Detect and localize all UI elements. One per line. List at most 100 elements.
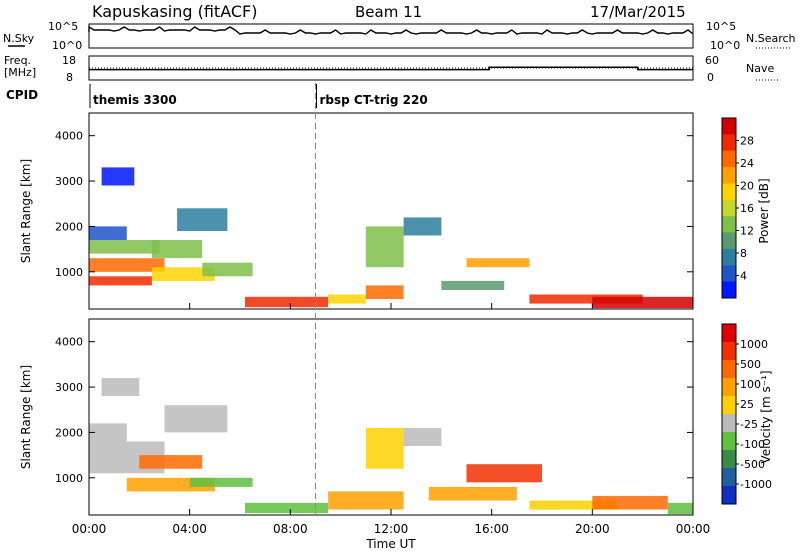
power-colorbar-label: Power [dB] <box>757 178 771 243</box>
nave-label: Nave <box>746 62 774 75</box>
colorbar-tick-label: 24 <box>740 157 754 170</box>
heatmap-cell <box>101 167 135 186</box>
heatmap-cell <box>466 464 542 483</box>
nsky-strip <box>88 23 694 49</box>
freq-unit: [MHz] <box>4 66 36 79</box>
x-tick-label: 00:00 <box>72 522 107 536</box>
heatmap-cell <box>189 477 253 487</box>
colorbar-swatch <box>722 414 736 433</box>
cpid-segment-label: rbsp CT-trig 220 <box>320 93 428 107</box>
colorbar-tick-label: 500 <box>740 358 761 371</box>
power-yaxis: 1000 2000 3000 4000 <box>55 130 693 279</box>
x-tick-label: 00:00 <box>676 522 711 536</box>
colorbar-swatch <box>722 342 736 361</box>
heatmap-cell <box>151 240 203 259</box>
velocity-yaxis: 1000 2000 3000 4000 <box>55 336 693 485</box>
cpid-label: CPID <box>6 88 38 102</box>
colorbar-tick-label: 20 <box>740 180 754 193</box>
heatmap-cell <box>466 258 530 268</box>
station-title: Kapuskasing (fitACF) <box>92 2 257 21</box>
colorbar-swatch <box>722 232 736 250</box>
heatmap-cell <box>328 294 366 304</box>
nave-trace <box>89 66 693 71</box>
colorbar-swatch <box>722 183 736 201</box>
nsky-tick-bottom: 10^0 <box>52 39 82 52</box>
colorbar-swatch <box>722 216 736 234</box>
colorbar-swatch <box>722 167 736 184</box>
power-ylabel: Slant Range [km] <box>19 159 33 263</box>
colorbar-tick-label: 16 <box>740 202 754 215</box>
time-xlabel: Time UT <box>365 537 416 551</box>
heatmap-cell <box>592 495 668 510</box>
colorbar-swatch <box>722 486 736 505</box>
colorbar-tick-label: -100 <box>740 438 765 451</box>
colorbar-swatch <box>722 378 736 397</box>
nsky-trace <box>88 25 694 35</box>
freq-label: Freq. <box>4 54 31 67</box>
power-colorbar: 4 8 12 16 20 24 28 <box>721 117 754 299</box>
heatmap-cell <box>328 491 404 510</box>
heatmap-cell <box>403 217 442 236</box>
y-tick-label: 4000 <box>55 336 83 349</box>
date-title: 17/Mar/2015 <box>590 3 686 21</box>
velocity-ylabel: Slant Range [km] <box>19 365 33 469</box>
heatmap-cell <box>177 208 228 231</box>
heatmap-cell <box>139 455 203 469</box>
heatmap-cell <box>365 285 404 299</box>
colorbar-tick-label: 4 <box>740 270 747 283</box>
colorbar-swatch <box>722 396 736 415</box>
heatmap-cell <box>89 240 160 254</box>
heatmap-cell <box>245 296 328 308</box>
heatmap-cell <box>101 378 140 397</box>
freq-tick-bottom: 8 <box>66 71 73 84</box>
colorbar-swatch <box>722 150 736 168</box>
y-tick-label: 1000 <box>55 472 83 485</box>
heatmap-cell <box>441 280 505 290</box>
x-tick-label: 16:00 <box>474 522 509 536</box>
nave-tick-top: 60 <box>705 54 719 67</box>
heatmap-cell <box>89 226 127 240</box>
cpid-segment-label: themis 3300 <box>93 93 177 107</box>
heatmap-cell <box>529 500 618 510</box>
x-tick-label: 08:00 <box>273 522 308 536</box>
velocity-colorbar: 1000 500 100 25 -25 -100 -500 -1000 <box>721 323 772 505</box>
heatmap-cell <box>151 267 215 281</box>
colorbar-swatch <box>722 281 736 299</box>
colorbar-swatch <box>722 450 736 469</box>
nsearch-label: N.Search <box>746 32 796 45</box>
nsearch-tick-bottom: 10^0 <box>710 39 740 52</box>
power-heatmap <box>89 167 693 309</box>
velocity-heatmap <box>89 378 693 515</box>
heatmap-cell <box>428 486 517 501</box>
colorbar-swatch <box>722 199 736 217</box>
heatmap-cell <box>89 276 152 286</box>
heatmap-cell <box>592 296 693 309</box>
heatmap-cell <box>89 423 127 442</box>
colorbar-tick-label: -1000 <box>740 478 772 491</box>
colorbar-swatch <box>722 134 736 152</box>
time-xaxis: 00:00 04:00 08:00 12:00 16:00 20:00 00:00 <box>72 303 711 536</box>
y-tick-label: 4000 <box>55 130 83 143</box>
colorbar-tick-label: 28 <box>740 135 754 148</box>
x-tick-label: 20:00 <box>575 522 610 536</box>
heatmap-cell <box>403 427 442 446</box>
colorbar-tick-label: 25 <box>740 398 754 411</box>
y-tick-label: 3000 <box>55 381 83 394</box>
colorbar-tick-label: 100 <box>740 378 761 391</box>
heatmap-cell <box>89 258 165 272</box>
beam-title: Beam 11 <box>355 3 422 21</box>
y-tick-label: 3000 <box>55 175 83 188</box>
y-tick-label: 2000 <box>55 426 83 439</box>
nsearch-tick-top: 10^5 <box>706 20 736 33</box>
colorbar-swatch <box>722 432 736 451</box>
heatmap-cell <box>365 226 404 268</box>
colorbar-tick-label: 1000 <box>740 338 768 351</box>
colorbar-tick-label: -500 <box>740 458 765 471</box>
x-tick-label: 12:00 <box>374 522 409 536</box>
heatmap-cell <box>245 502 328 514</box>
nsky-label: N.Sky <box>3 32 35 45</box>
cpid-segments: themis 3300 rbsp CT-trig 220 <box>89 84 428 108</box>
heatmap-cell <box>667 502 693 515</box>
colorbar-tick-label: 12 <box>740 225 754 238</box>
